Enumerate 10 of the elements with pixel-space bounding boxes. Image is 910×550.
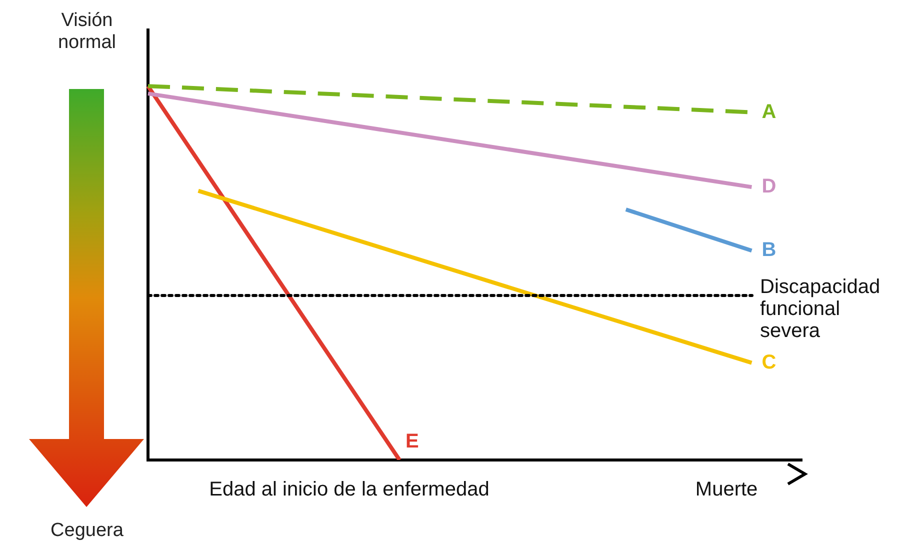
series-label: B	[762, 239, 776, 262]
x-tick-label: Edad al inicio de la enfermedad	[209, 478, 490, 501]
series-label: E	[406, 430, 419, 453]
series-label: C	[762, 351, 776, 374]
text: Visión normal	[56, 10, 118, 54]
ref-line-label: Discapacidad funcional severa	[760, 276, 880, 342]
text: Ceguera	[50, 520, 124, 542]
x-tick-label: Muerte	[695, 478, 758, 501]
series-label: D	[762, 176, 776, 198]
series-label: A	[762, 100, 776, 123]
